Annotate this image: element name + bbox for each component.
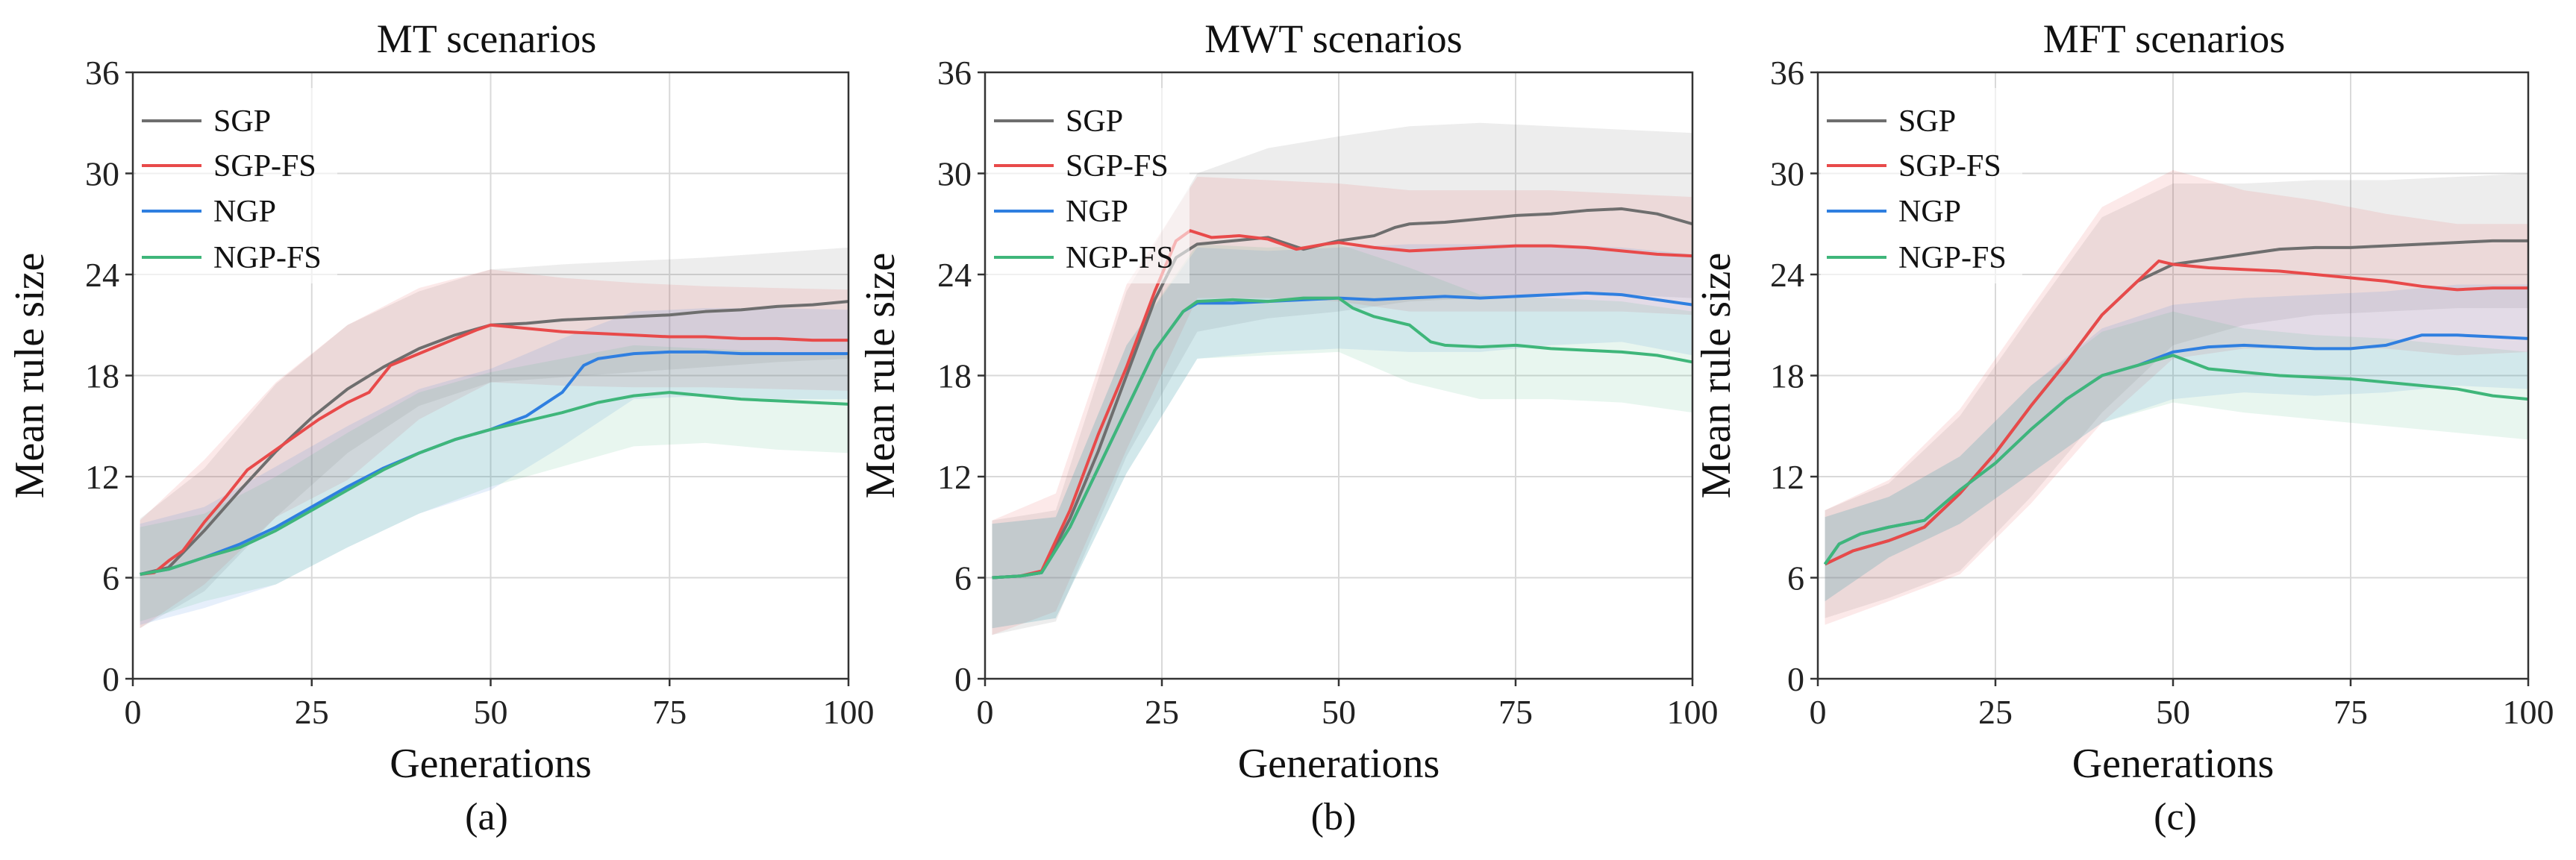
x-tick-label: 100: [823, 693, 875, 731]
chart-panel-3: 0 6 12 18 24 30 36 0 25 50 75 100 MFT scenarios Gener…: [1693, 16, 2554, 838]
y-tick-label: 0: [1787, 660, 1804, 698]
band-ngp-fs: [1825, 311, 2528, 602]
band-ngp-fs: [140, 345, 849, 622]
legend-label-ngp-fs: NGP-FS: [1898, 241, 2007, 275]
y-tick-label: 36: [937, 54, 972, 92]
x-tick-label: 75: [1498, 693, 1533, 731]
x-tick-label: 25: [1978, 693, 2013, 731]
panel-label: (c): [2154, 796, 2197, 838]
y-tick-label: 18: [1770, 357, 1804, 395]
y-tick-label: 30: [937, 155, 972, 193]
legend-label-ngp-fs: NGP-FS: [1066, 241, 1174, 275]
band-ngp: [1825, 284, 2528, 602]
band-ngp: [992, 244, 1692, 629]
chart-title: MT scenarios: [377, 16, 596, 61]
legend-label-ngp: NGP: [1898, 195, 1961, 229]
band-sgp-fs: [140, 269, 849, 629]
series-line-ngp-fs: [992, 296, 1693, 580]
y-tick-label: 6: [1787, 559, 1804, 597]
y-tick-label: 18: [937, 357, 972, 395]
y-tick-label: 12: [85, 458, 119, 496]
legend-label-ngp: NGP: [1066, 195, 1128, 229]
panel-label: (a): [465, 796, 508, 838]
y-tick-label: 12: [937, 458, 972, 496]
x-tick-label: 0: [977, 693, 994, 731]
x-axis-label: Generations: [1238, 741, 1440, 787]
x-tick-label: 25: [1145, 693, 1179, 731]
series-line-ngp-fs: [140, 391, 849, 576]
series-line-ngp-fs: [1823, 354, 2529, 565]
chart-title: MWT scenarios: [1204, 16, 1462, 61]
y-tick-label: 36: [85, 54, 119, 92]
band-sgp-fs: [992, 177, 1692, 635]
x-tick-label: 0: [1810, 693, 1827, 731]
x-tick-label: 75: [2333, 693, 2368, 731]
legend-label-sgp: SGP: [1066, 104, 1123, 139]
y-tick-label: 0: [954, 660, 972, 698]
x-tick-label: 100: [1667, 693, 1719, 731]
x-axis-label: Generations: [2072, 741, 2275, 787]
chart-title: MFT scenarios: [2043, 16, 2285, 61]
legend-label-ngp: NGP: [213, 195, 276, 229]
x-tick-label: 50: [1322, 693, 1356, 731]
band-ngp-fs: [992, 244, 1692, 629]
y-axis-label: Mean rule size: [1693, 253, 1739, 499]
y-tick-label: 12: [1770, 458, 1804, 496]
x-tick-label: 100: [2503, 693, 2554, 731]
band-ngp: [140, 308, 849, 625]
legend-label-sgp-fs: SGP-FS: [1066, 149, 1169, 183]
y-tick-label: 24: [1770, 256, 1804, 294]
chart-panel-1: 0 6 12 18 24 30 36 0 25 50 75 100 MT scenarios Genera…: [7, 16, 875, 838]
legend-label-sgp-fs: SGP-FS: [213, 149, 316, 183]
x-tick-label: 75: [652, 693, 687, 731]
band-sgp-fs: [1825, 169, 2528, 625]
x-tick-label: 0: [125, 693, 142, 731]
y-tick-label: 6: [954, 559, 972, 597]
band-sgp: [140, 247, 849, 629]
y-tick-label: 30: [85, 155, 119, 193]
legend-label-sgp-fs: SGP-FS: [1898, 149, 2001, 183]
panel-label: (b): [1311, 796, 1357, 838]
series-line-ngp: [140, 350, 848, 576]
x-tick-label: 50: [474, 693, 508, 731]
x-axis-label: Generations: [390, 741, 592, 787]
legend-label-sgp: SGP: [213, 104, 271, 139]
x-tick-label: 25: [295, 693, 329, 731]
y-axis-label: Mean rule size: [7, 253, 53, 499]
y-tick-label: 24: [937, 256, 972, 294]
band-sgp: [1825, 173, 2528, 618]
chart-panel-2: 0 6 12 18 24 30 36 0 25 50 75 100 MWT scenarios Gener…: [857, 16, 1719, 838]
y-axis-label: Mean rule size: [857, 253, 904, 499]
y-tick-label: 6: [102, 559, 119, 597]
x-tick-label: 50: [2156, 693, 2190, 731]
legend-label-sgp: SGP: [1898, 104, 1956, 139]
series-line-sgp-fs: [992, 229, 1693, 580]
series-line-sgp-fs: [1824, 259, 2528, 566]
y-tick-label: 24: [85, 256, 119, 294]
y-tick-label: 36: [1770, 54, 1804, 92]
y-tick-label: 18: [85, 357, 119, 395]
y-tick-label: 30: [1770, 155, 1804, 193]
series-line-sgp-fs: [140, 323, 848, 576]
legend-label-ngp-fs: NGP-FS: [213, 241, 322, 275]
y-tick-label: 0: [102, 660, 119, 698]
